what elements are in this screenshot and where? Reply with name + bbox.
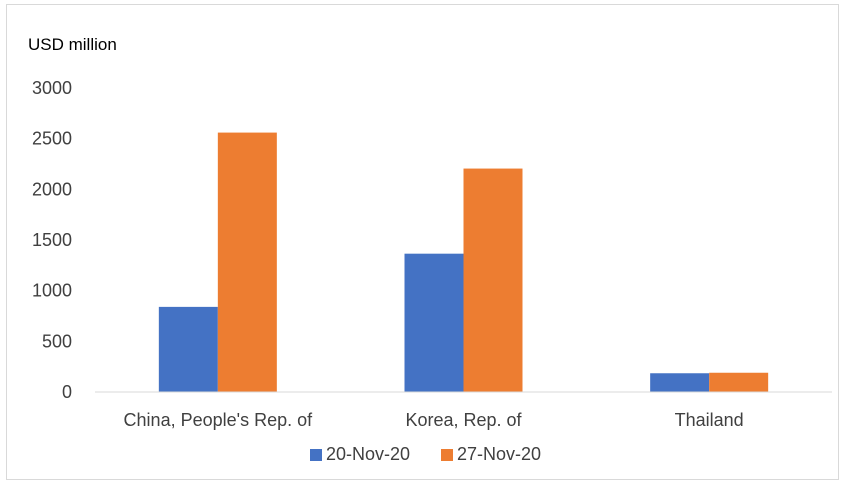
legend-swatch	[310, 449, 322, 461]
category-label: Korea, Rep. of	[405, 410, 522, 430]
y-tick-label: 1500	[32, 230, 72, 250]
y-tick-label: 0	[62, 382, 72, 402]
category-label: Thailand	[675, 410, 744, 430]
category-label: China, People's Rep. of	[124, 410, 314, 430]
legend-swatch	[441, 449, 453, 461]
y-axis-label: USD million	[28, 35, 117, 54]
x-axis-categories: China, People's Rep. of Korea, Rep. of Tha…	[124, 410, 744, 430]
y-tick-label: 500	[42, 331, 72, 351]
bars	[158, 132, 769, 392]
bar-20-Nov-20-0	[158, 306, 218, 392]
bar-27-Nov-20-0	[217, 132, 277, 392]
y-tick-label: 2500	[32, 129, 72, 149]
y-tick-label: 3000	[32, 78, 72, 98]
y-axis-ticks: 0 500 1000 1500 2000 2500 3000	[32, 78, 72, 402]
bar-27-Nov-20-2	[709, 372, 769, 392]
y-tick-label: 1000	[32, 281, 72, 301]
chart-frame	[6, 4, 839, 480]
legend-label: 27-Nov-20	[457, 444, 541, 464]
bar-20-Nov-20-1	[404, 253, 464, 392]
legend-label: 20-Nov-20	[326, 444, 410, 464]
legend: 20-Nov-20 27-Nov-20	[310, 444, 541, 464]
y-tick-label: 2000	[32, 179, 72, 199]
bar-20-Nov-20-2	[650, 373, 710, 392]
bar-27-Nov-20-1	[463, 168, 523, 392]
